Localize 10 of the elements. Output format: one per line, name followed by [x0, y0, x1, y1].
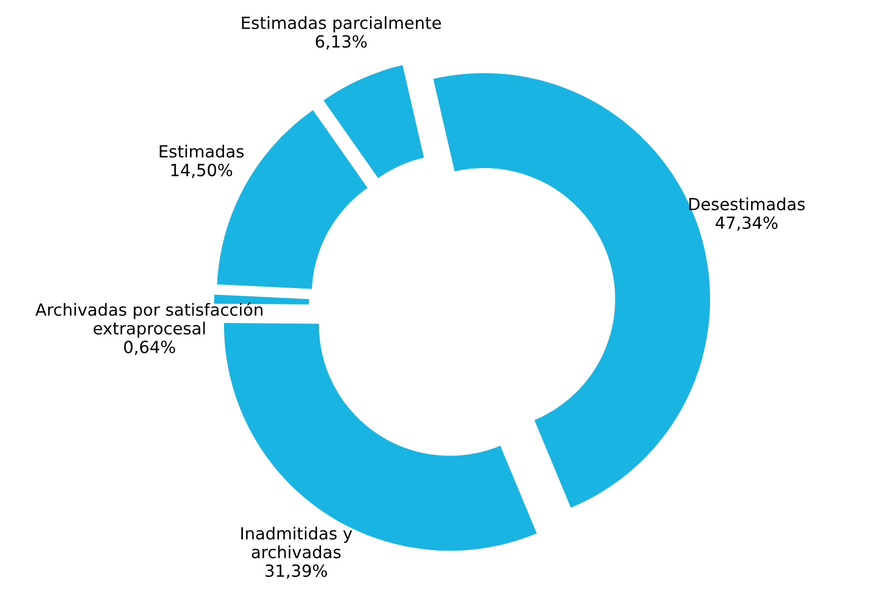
data-label: 6,13%: [316, 35, 367, 50]
data-label: 14,50%: [171, 164, 232, 178]
slice-label: Estimadas parcialmente: [242, 16, 441, 32]
data-label: 0,64%: [124, 340, 176, 355]
slice-label: Inadmitidas y archivadas: [241, 526, 352, 558]
data-label: 31,39%: [266, 564, 327, 579]
slice-label: Estimadas: [160, 144, 244, 158]
data-label: 47,34%: [716, 216, 778, 231]
slice-label: Desestimadas: [689, 197, 805, 210]
slice-label: Archivadas por satisfacción extraprocesal: [35, 302, 262, 338]
